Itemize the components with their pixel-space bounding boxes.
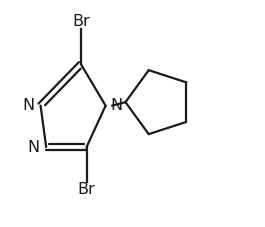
- Text: Br: Br: [78, 182, 95, 197]
- Text: N: N: [28, 140, 40, 155]
- Text: N: N: [22, 98, 34, 113]
- Text: N: N: [111, 98, 123, 113]
- Text: Br: Br: [72, 14, 90, 29]
